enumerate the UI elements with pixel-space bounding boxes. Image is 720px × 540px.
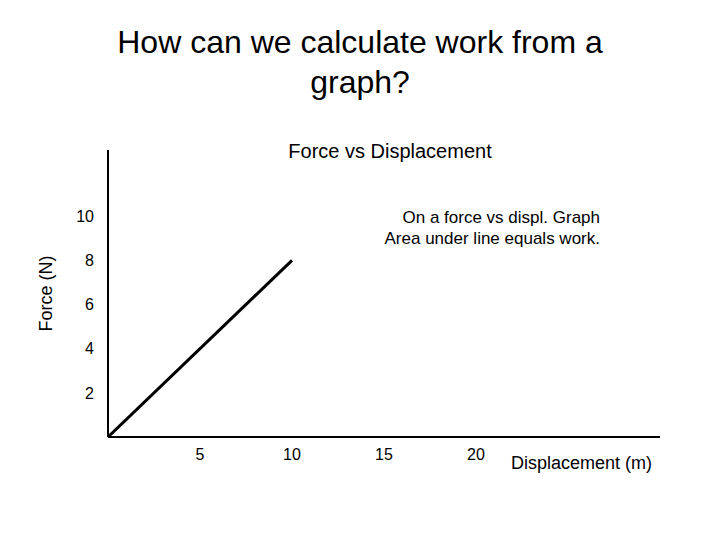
svg-text:8: 8 (85, 252, 94, 269)
svg-text:15: 15 (375, 446, 393, 463)
html-text:On a force vs displ. Graph: On a force vs displ. Graph (402, 208, 600, 227)
svg-text:10: 10 (76, 208, 94, 225)
html-text:Force vs Displacement: Force vs Displacement (288, 140, 492, 162)
svg-text:6: 6 (85, 296, 94, 313)
html-text:Area under line equals work.: Area under line equals work. (384, 229, 600, 248)
svg-text:2: 2 (85, 385, 94, 402)
svg-text:Displacement (m): Displacement (m) (511, 453, 652, 473)
svg-text:4: 4 (85, 340, 94, 357)
svg-text:5: 5 (196, 446, 205, 463)
svg-text:10: 10 (283, 446, 301, 463)
svg-text:20: 20 (467, 446, 485, 463)
svg-text:Force (N): Force (N) (36, 256, 56, 332)
html-text:How can we calculate work from: How can we calculate work from a graph? (117, 24, 603, 100)
